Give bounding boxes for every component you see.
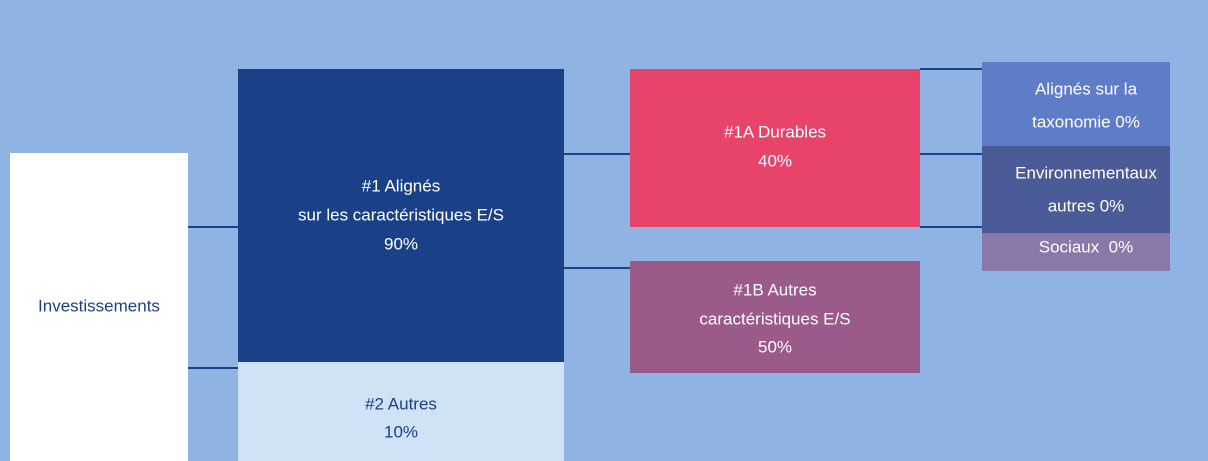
node-box xyxy=(982,146,1170,233)
node-label: 50% xyxy=(758,337,792,356)
root-box xyxy=(10,153,188,461)
node-box xyxy=(238,69,564,362)
node-label: Alignés sur la xyxy=(1035,79,1138,98)
node-box xyxy=(238,362,564,461)
node-label: #1A Durables xyxy=(724,122,826,141)
node-label: #1B Autres xyxy=(733,280,816,299)
node-label: Investissements xyxy=(38,296,160,315)
node-label: #2 Autres xyxy=(365,394,437,413)
node-label: autres 0% xyxy=(1048,196,1125,215)
node-label: 10% xyxy=(384,422,418,441)
node-label: 90% xyxy=(384,234,418,253)
node-label: #1 Alignés xyxy=(362,176,440,195)
node-box xyxy=(982,233,1170,271)
node-label: sur les caractéristiques E/S xyxy=(298,205,504,224)
node-box xyxy=(630,69,920,227)
node-label: Sociaux 0% xyxy=(1039,237,1134,256)
node-label: 40% xyxy=(758,151,792,170)
node-label: Environnementaux xyxy=(1015,163,1157,182)
node-box xyxy=(630,261,920,373)
node-box xyxy=(982,62,1170,146)
node-label: caractéristiques E/S xyxy=(699,309,850,328)
node-label: taxonomie 0% xyxy=(1032,112,1140,131)
